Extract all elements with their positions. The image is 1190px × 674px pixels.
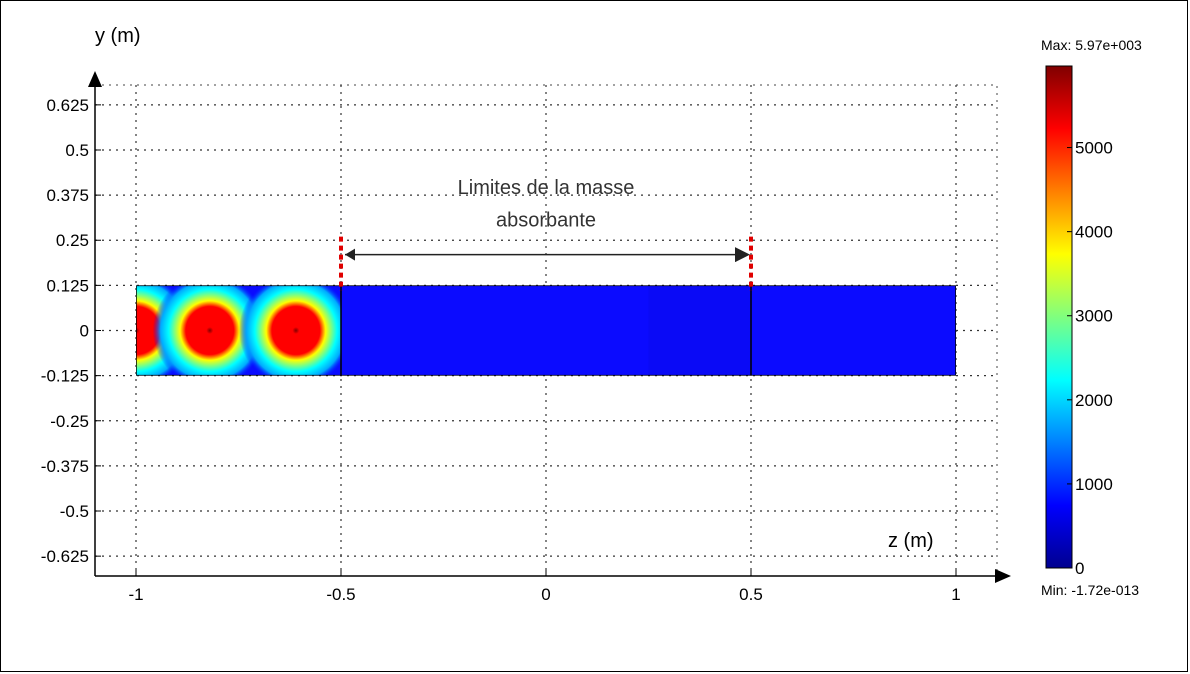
colorbar-scale — [1045, 65, 1073, 569]
colorbar-tick-label: 2000 — [1075, 391, 1113, 410]
colorbar-tick-label: 3000 — [1075, 307, 1113, 326]
colorbar-tick-label: 0 — [1075, 559, 1084, 578]
domain-field — [136, 285, 956, 376]
annotation: Limites de la masse absorbante — [345, 177, 750, 263]
hotspot — [238, 285, 354, 376]
annotation-line-2: absorbante — [496, 210, 596, 232]
colorbar-tick-label: 4000 — [1075, 223, 1113, 242]
y-tick-label: 0.125 — [46, 276, 89, 295]
y-tick-label: 0.375 — [46, 186, 89, 205]
x-tick-label: 0 — [541, 585, 550, 604]
annotation-line-1: Limites de la masse — [458, 177, 635, 199]
y-tick-label: -0.5 — [60, 502, 89, 521]
x-axis-arrow — [995, 569, 1011, 583]
y-tick-label: -0.25 — [50, 412, 89, 431]
y-tick-label: -0.375 — [41, 457, 89, 476]
colorbar-tick-label: 5000 — [1075, 139, 1113, 158]
x-axis-label: z (m) — [888, 530, 934, 552]
y-tick-label: -0.125 — [41, 367, 89, 386]
x-tick-label: 0.5 — [739, 585, 763, 604]
x-tick-label: -1 — [128, 585, 143, 604]
hotspot — [152, 285, 267, 376]
y-tick-label: 0 — [80, 322, 89, 341]
domain-boundaries — [339, 236, 753, 376]
y-axis-arrow — [88, 71, 102, 87]
y-tick-label: -0.625 — [41, 547, 89, 566]
y-tick-label: 0.625 — [46, 96, 89, 115]
y-axis-label: y (m) — [95, 25, 141, 47]
absorbing-shade — [648, 285, 751, 376]
colorbar-min-label: Min: -1.72e-013 — [1041, 582, 1139, 598]
colorbar: 0 1000 2000 3000 4000 5000 — [1045, 65, 1113, 578]
colorbar-tick-label: 1000 — [1075, 475, 1113, 494]
x-tick-label: -0.5 — [326, 585, 355, 604]
tick-labels: -1 -0.5 0 0.5 1 0.625 0.5 0.375 0.25 0.125 0 -0.125… — [41, 96, 961, 604]
y-tick-label: 0.25 — [56, 231, 89, 250]
span-arrow-left-head — [345, 248, 355, 261]
x-tick-label: 1 — [951, 585, 960, 604]
y-tick-label: 0.5 — [65, 141, 89, 160]
colorbar-max-label: Max: 5.97e+003 — [1041, 37, 1142, 53]
